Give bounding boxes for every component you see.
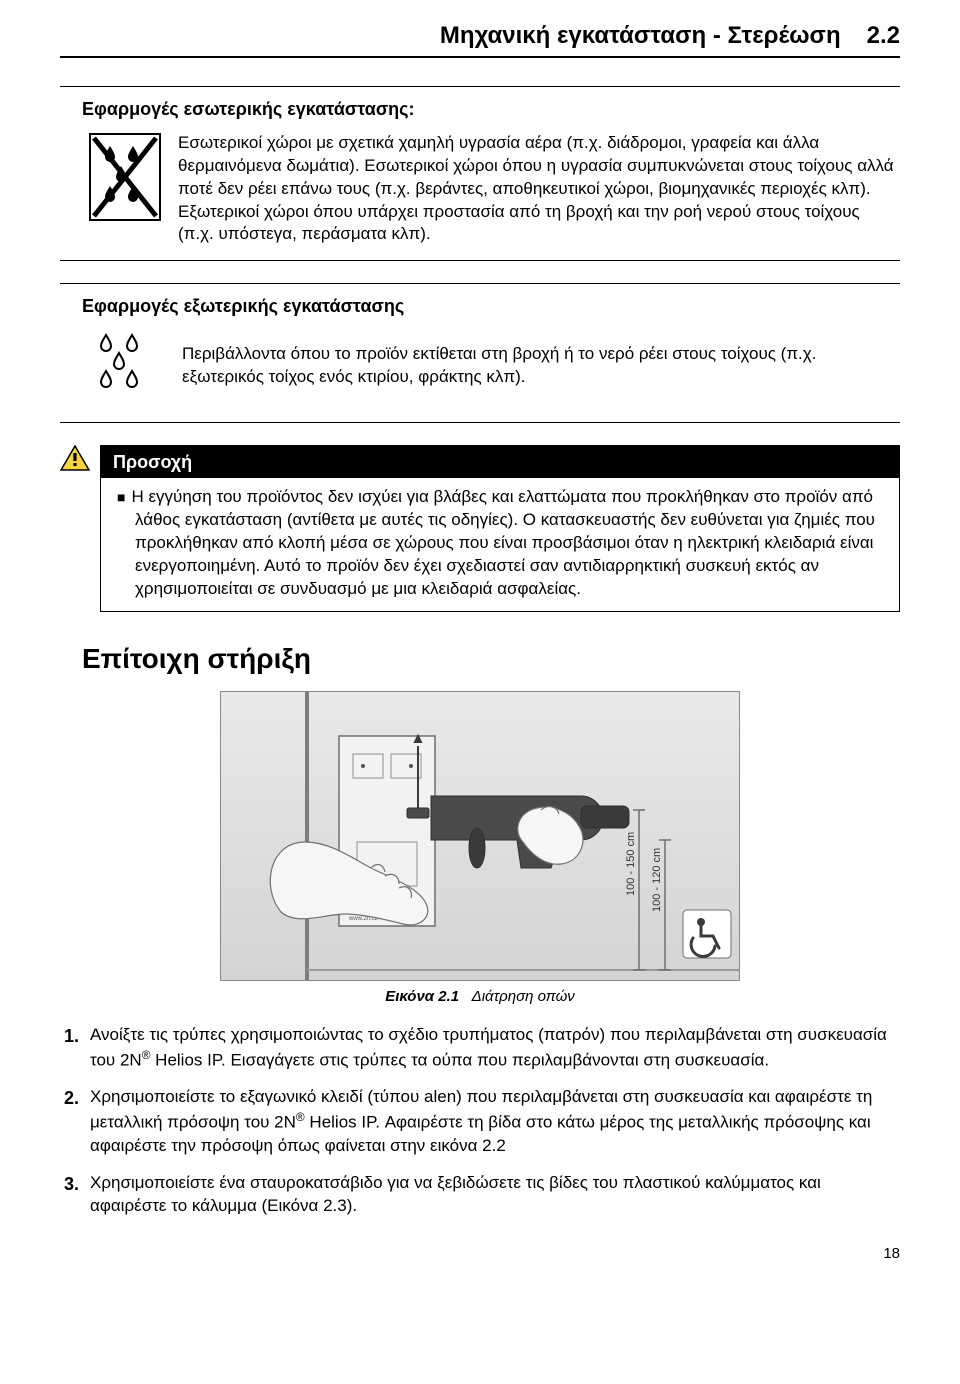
warning-box: Προσοχή ■ Η εγγύηση του προϊόντος δεν ισχ…: [100, 445, 900, 612]
step-1: Ανοίξτε τις τρύπες χρησιμοποιώντας το σχ…: [64, 1024, 900, 1073]
step-1-b: Helios IP. Εισαγάγετε στις τρύπες τα ούπ…: [150, 1050, 769, 1069]
indoor-heading: Εφαρμογές εσωτερικής εγκατάστασης:: [82, 97, 900, 121]
outdoor-heading: Εφαρμογές εξωτερικής εγκατάστασης: [82, 294, 900, 318]
indoor-section: Εφαρμογές εσωτερικής εγκατάστασης: Εσωτε…: [60, 86, 900, 261]
outdoor-text: Περιβάλλοντα όπου το προϊόν εκτίθεται στ…: [182, 343, 900, 389]
outdoor-section: Εφαρμογές εξωτερικής εγκατάστασης Περιβά…: [60, 283, 900, 422]
warning-icon: [60, 445, 90, 478]
indoor-row: Εσωτερικοί χώροι με σχετικά χαμηλή υγρασ…: [88, 132, 900, 247]
warning-text: Η εγγύηση του προϊόντος δεν ισχύει για β…: [131, 487, 875, 598]
humidity-icon: [88, 331, 158, 402]
reg-mark: ®: [296, 1110, 305, 1124]
outdoor-row: Περιβάλλοντα όπου το προϊόν εκτίθεται στ…: [88, 331, 900, 402]
indoor-text: Εσωτερικοί χώροι με σχετικά χαμηλή υγρασ…: [178, 132, 900, 247]
step-3: Χρησιμοποιείστε ένα σταυροκατσάβιδο για …: [64, 1172, 900, 1218]
section-number: 2.2: [867, 20, 900, 52]
figure-height2: 100 - 120 cm: [651, 848, 663, 912]
page-number: 18: [60, 1244, 900, 1264]
warning-row: Προσοχή ■ Η εγγύηση του προϊόντος δεν ισχ…: [60, 445, 900, 612]
step-2: Χρησιμοποιείστε το εξαγωνικό κλειδί (τύπ…: [64, 1086, 900, 1157]
outdoor-paragraph: Περιβάλλοντα όπου το προϊόν εκτίθεται στ…: [182, 343, 900, 389]
figure-height1: 100 - 150 cm: [625, 832, 637, 896]
page-title: Μηχανική εγκατάσταση - Στερέωση: [440, 20, 841, 52]
step-3-text: Χρησιμοποιείστε ένα σταυροκατσάβιδο για …: [90, 1173, 821, 1215]
bullet-icon: ■: [117, 489, 125, 505]
indoor-paragraph: Εσωτερικοί χώροι με σχετικά χαμηλή υγρασ…: [178, 132, 900, 247]
no-humidity-icon: [88, 132, 162, 229]
page-header: Μηχανική εγκατάσταση - Στερέωση 2.2: [60, 20, 900, 58]
wallmount-heading: Επίτοιχη στήριξη: [82, 640, 900, 678]
figure-caption-rest: Διάτρηση οπών: [463, 988, 575, 1005]
figure-caption-bold: Εικόνα 2.1: [385, 988, 459, 1005]
steps-list: Ανοίξτε τις τρύπες χρησιμοποιώντας το σχ…: [64, 1024, 900, 1218]
figure-caption: Εικόνα 2.1 Διάτρηση οπών: [60, 987, 900, 1007]
warning-label: Προσοχή: [101, 446, 899, 478]
figure-wrap: www.2n.cz: [60, 691, 900, 981]
figure-caption-rest-text: Διάτρηση οπών: [472, 988, 575, 1005]
warning-body: ■ Η εγγύηση του προϊόντος δεν ισχύει για …: [101, 478, 899, 611]
figure-box: www.2n.cz: [220, 691, 740, 981]
